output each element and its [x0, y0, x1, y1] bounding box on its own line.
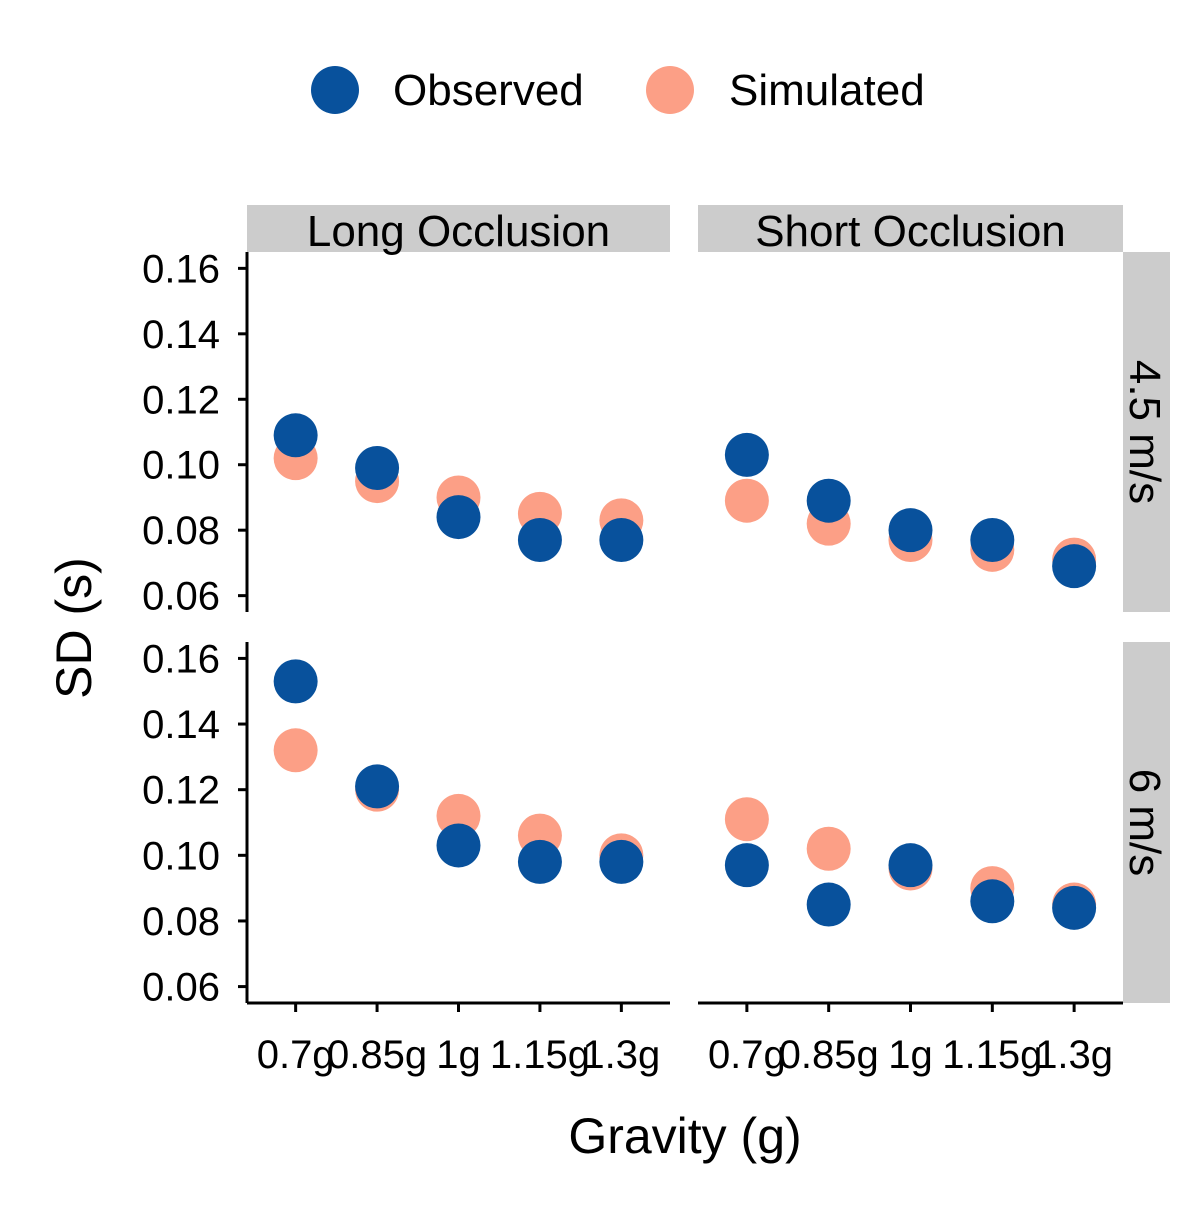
- y-tick-label: 0.14: [142, 703, 220, 747]
- y-tick-label: 0.14: [142, 313, 220, 357]
- strip-col-bg-0: [247, 205, 670, 252]
- y-tick-label: 0.12: [142, 378, 220, 422]
- y-tick-label: 0.16: [142, 247, 220, 291]
- x-tick-label: 0.85g: [327, 1033, 427, 1077]
- point-observed: [724, 432, 769, 477]
- point-observed: [806, 882, 851, 927]
- legend: Observed Simulated: [311, 66, 925, 115]
- point-observed: [355, 764, 400, 809]
- legend-label-observed: Observed: [393, 66, 584, 115]
- y-tick-label: 0.08: [142, 900, 220, 944]
- point-simulated: [724, 797, 769, 842]
- x-tick-label: 1.3g: [1035, 1033, 1113, 1077]
- x-tick-label: 0.7g: [708, 1033, 786, 1077]
- x-axis-title: Gravity (g): [568, 1108, 801, 1164]
- point-observed: [888, 843, 933, 888]
- point-observed: [273, 659, 318, 704]
- point-observed: [888, 508, 933, 553]
- strip-row-label-1: 6 m/s: [1120, 769, 1169, 877]
- point-observed: [273, 413, 318, 458]
- y-tick-label: 0.08: [142, 509, 220, 553]
- point-observed: [970, 879, 1015, 924]
- point-observed: [436, 823, 481, 868]
- data-points: [273, 413, 1097, 930]
- y-tick-label: 0.12: [142, 769, 220, 813]
- point-observed: [355, 446, 400, 490]
- strip-col-label-0: Long Occlusion: [307, 207, 610, 256]
- x-tick-label: 1.3g: [582, 1033, 660, 1077]
- y-tick-label: 0.06: [142, 575, 220, 619]
- axes: 0.06 0.08 0.10 0.12 0.14 0.16 0.06 0.08 0.10 0.12…: [142, 247, 1123, 1077]
- point-observed: [970, 518, 1015, 562]
- point-observed: [517, 518, 562, 562]
- y-tick-label: 0.16: [142, 637, 220, 681]
- x-tick-label: 0.7g: [257, 1033, 335, 1077]
- point-observed: [806, 478, 851, 523]
- x-tick-label: 1g: [436, 1033, 481, 1077]
- point-simulated: [724, 478, 769, 523]
- point-simulated: [273, 728, 318, 773]
- strip-col-bg-1: [698, 205, 1123, 252]
- y-tick-label: 0.10: [142, 834, 220, 878]
- legend-label-simulated: Simulated: [729, 66, 925, 115]
- point-simulated: [806, 826, 851, 871]
- facet-strips: Long Occlusion Short Occlusion 4.5 m/s 6 m/…: [247, 205, 1170, 1003]
- y-tick-label: 0.10: [142, 444, 220, 488]
- point-observed: [436, 495, 481, 540]
- legend-marker-simulated: [646, 66, 694, 114]
- x-tick-label: 1.15g: [490, 1033, 590, 1077]
- y-axis-title: SD (s): [46, 557, 102, 699]
- x-tick-label: 0.85g: [779, 1033, 879, 1077]
- x-tick-label: 1g: [888, 1033, 933, 1077]
- point-observed: [517, 839, 562, 884]
- point-observed: [599, 839, 644, 884]
- point-observed: [1052, 544, 1097, 589]
- strip-row-bg-1: [1123, 642, 1170, 1003]
- strip-col-label-1: Short Occlusion: [755, 207, 1066, 256]
- strip-row-label-0: 4.5 m/s: [1120, 360, 1169, 504]
- point-observed: [724, 843, 769, 888]
- y-tick-label: 0.06: [142, 966, 220, 1010]
- x-tick-label: 1.15g: [942, 1033, 1042, 1077]
- legend-marker-observed: [311, 66, 359, 114]
- point-observed: [599, 518, 644, 562]
- point-observed: [1052, 885, 1097, 930]
- strip-row-bg-0: [1123, 252, 1170, 612]
